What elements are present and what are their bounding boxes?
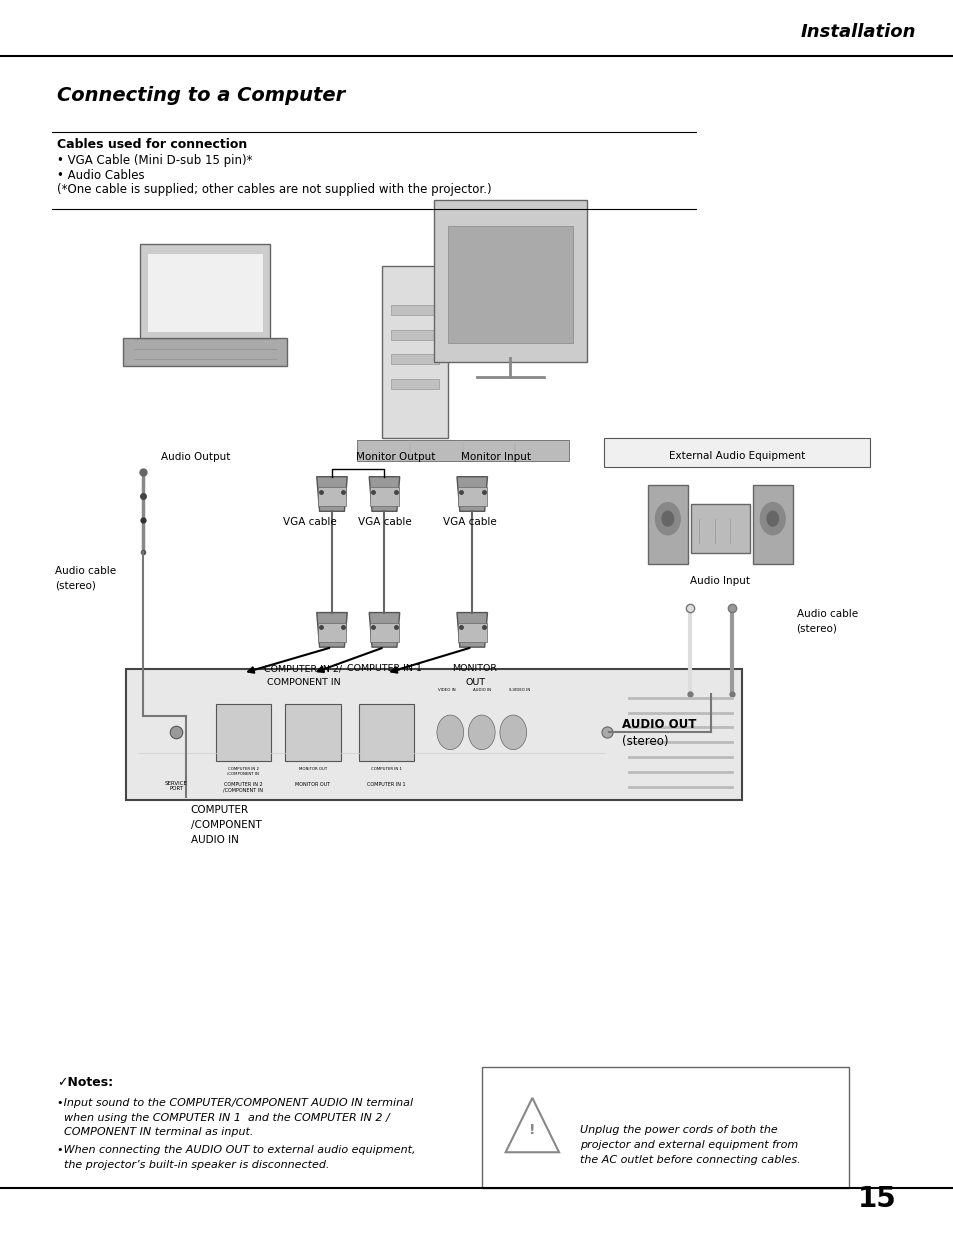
FancyBboxPatch shape — [690, 504, 749, 553]
FancyBboxPatch shape — [148, 254, 262, 332]
FancyBboxPatch shape — [391, 305, 438, 315]
Polygon shape — [505, 1098, 558, 1152]
FancyBboxPatch shape — [370, 624, 398, 642]
FancyBboxPatch shape — [381, 267, 447, 438]
Text: Unplug the power cords of both the
projector and external equipment from
the AC : Unplug the power cords of both the proje… — [579, 1125, 800, 1165]
Text: COMPUTER IN 2
/COMPONENT IN: COMPUTER IN 2 /COMPONENT IN — [223, 782, 263, 793]
Polygon shape — [316, 477, 347, 511]
Text: (*One cable is supplied; other cables are not supplied with the projector.): (*One cable is supplied; other cables ar… — [57, 183, 492, 196]
Text: AUDIO OUT: AUDIO OUT — [621, 719, 696, 731]
FancyBboxPatch shape — [358, 704, 414, 761]
Text: Audio cable: Audio cable — [796, 609, 857, 619]
FancyBboxPatch shape — [391, 379, 438, 389]
Circle shape — [655, 503, 679, 535]
Text: • VGA Cable (Mini D-sub 15 pin)*: • VGA Cable (Mini D-sub 15 pin)* — [57, 153, 253, 167]
Text: VIDEO IN: VIDEO IN — [437, 688, 455, 692]
Text: !: ! — [529, 1123, 535, 1137]
Polygon shape — [369, 477, 399, 511]
Text: SERVICE
PORT: SERVICE PORT — [165, 781, 188, 792]
Text: (stereo): (stereo) — [796, 624, 837, 634]
Text: AUDIO IN: AUDIO IN — [473, 688, 490, 692]
Circle shape — [468, 715, 495, 750]
Polygon shape — [456, 613, 487, 647]
FancyBboxPatch shape — [391, 354, 438, 364]
FancyBboxPatch shape — [647, 485, 687, 564]
Text: Connecting to a Computer: Connecting to a Computer — [57, 86, 345, 105]
FancyBboxPatch shape — [370, 488, 398, 506]
FancyBboxPatch shape — [448, 226, 572, 343]
Polygon shape — [456, 477, 487, 511]
Text: COMPUTER IN 1: COMPUTER IN 1 — [367, 782, 405, 787]
FancyBboxPatch shape — [317, 624, 346, 642]
Circle shape — [499, 715, 526, 750]
FancyBboxPatch shape — [752, 485, 792, 564]
FancyBboxPatch shape — [140, 245, 270, 342]
Text: MONITOR OUT: MONITOR OUT — [298, 767, 327, 771]
FancyBboxPatch shape — [457, 624, 486, 642]
Circle shape — [760, 503, 784, 535]
Polygon shape — [369, 613, 399, 647]
FancyBboxPatch shape — [391, 330, 438, 340]
Text: the projector’s built-in speaker is disconnected.: the projector’s built-in speaker is disc… — [57, 1160, 330, 1170]
Text: COMPUTER IN 1: COMPUTER IN 1 — [347, 664, 421, 673]
Text: Cables used for connection: Cables used for connection — [57, 137, 247, 151]
Text: COMPUTER IN 2/: COMPUTER IN 2/ — [264, 664, 342, 673]
Circle shape — [436, 715, 463, 750]
Text: /COMPONENT: /COMPONENT — [191, 820, 261, 830]
Text: External Audio Equipment: External Audio Equipment — [669, 451, 804, 461]
FancyBboxPatch shape — [433, 200, 587, 362]
Text: COMPONENT IN: COMPONENT IN — [266, 678, 340, 687]
FancyBboxPatch shape — [215, 704, 271, 761]
Text: ✓Notes:: ✓Notes: — [57, 1076, 113, 1089]
Circle shape — [661, 511, 673, 526]
Text: VGA cable: VGA cable — [443, 517, 497, 527]
Text: •Input sound to the COMPUTER/COMPONENT AUDIO IN terminal: •Input sound to the COMPUTER/COMPONENT A… — [57, 1098, 413, 1108]
Text: Monitor Input: Monitor Input — [460, 452, 531, 462]
FancyBboxPatch shape — [126, 669, 741, 800]
FancyBboxPatch shape — [356, 440, 568, 461]
Text: when using the COMPUTER IN 1  and the COMPUTER IN 2 /: when using the COMPUTER IN 1 and the COM… — [57, 1113, 390, 1123]
Text: OUT: OUT — [464, 678, 485, 687]
FancyBboxPatch shape — [457, 488, 486, 506]
Text: Audio Output: Audio Output — [161, 452, 230, 462]
Text: VGA cable: VGA cable — [357, 517, 411, 527]
Text: COMPUTER: COMPUTER — [191, 805, 249, 815]
Text: COMPONENT IN terminal as input.: COMPONENT IN terminal as input. — [57, 1128, 253, 1137]
Text: COMPUTER IN 2
/COMPONENT IN: COMPUTER IN 2 /COMPONENT IN — [227, 767, 259, 776]
Text: Audio cable: Audio cable — [55, 566, 116, 576]
Text: S-VIDEO IN: S-VIDEO IN — [509, 688, 530, 692]
Text: Installation: Installation — [800, 22, 915, 41]
FancyBboxPatch shape — [317, 488, 346, 506]
Text: Monitor Output: Monitor Output — [355, 452, 436, 462]
Text: VGA cable: VGA cable — [283, 517, 336, 527]
Polygon shape — [316, 613, 347, 647]
Text: (stereo): (stereo) — [55, 580, 96, 590]
FancyBboxPatch shape — [285, 704, 340, 761]
FancyBboxPatch shape — [603, 438, 869, 467]
FancyBboxPatch shape — [481, 1067, 848, 1188]
Text: (stereo): (stereo) — [621, 735, 668, 747]
Text: 15: 15 — [858, 1184, 896, 1213]
FancyBboxPatch shape — [123, 338, 287, 366]
Text: • Audio Cables: • Audio Cables — [57, 168, 145, 182]
Circle shape — [766, 511, 778, 526]
Text: MONITOR OUT: MONITOR OUT — [295, 782, 330, 787]
Text: •When connecting the AUDIO OUT to external audio equipment,: •When connecting the AUDIO OUT to extern… — [57, 1145, 416, 1155]
Text: AUDIO IN: AUDIO IN — [191, 835, 238, 845]
Text: MONITOR: MONITOR — [452, 664, 497, 673]
Text: Audio Input: Audio Input — [690, 576, 749, 585]
Text: COMPUTER IN 1: COMPUTER IN 1 — [371, 767, 401, 771]
